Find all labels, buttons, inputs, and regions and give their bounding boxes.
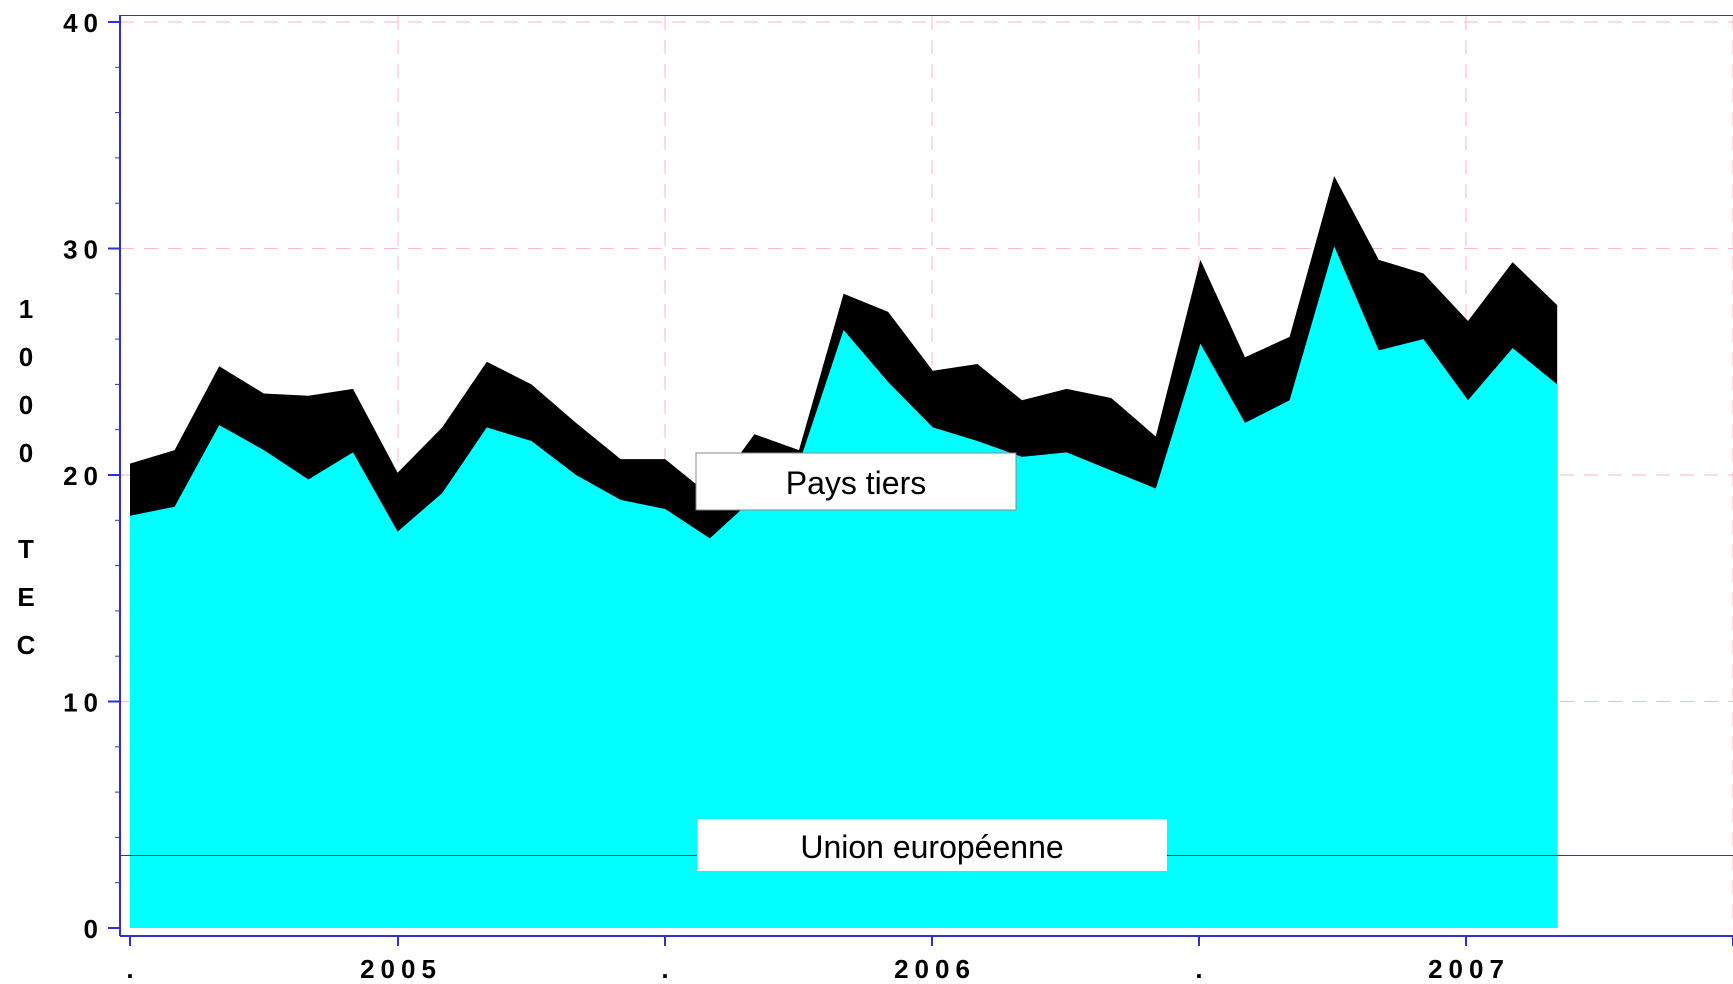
y-tick-label: 20 — [63, 461, 104, 491]
area-layer — [130, 176, 1558, 929]
y-tick-label: 10 — [63, 688, 104, 718]
x-tick-layer: . 2005. 2006. 2007 — [126, 954, 1510, 984]
legend-pays-tiers-label: Pays tiers — [786, 465, 926, 501]
legend-pays-tiers-box — [695, 452, 1017, 511]
legend-pays-tiers: Pays tiers — [695, 452, 1017, 511]
area-union-europeenne — [130, 246, 1558, 929]
x-tick-label: 2007 — [1428, 954, 1510, 984]
y-label-char: 1 — [19, 294, 33, 324]
x-tick-label: . — [661, 954, 674, 984]
y-label-char: 0 — [19, 390, 33, 420]
y-tick-label: 0 — [84, 914, 104, 944]
legend-union-europeenne-label: Union européenne — [800, 829, 1063, 865]
y-label-char: C — [17, 630, 36, 660]
y-tick-layer: 0 10 20 30 40 — [63, 8, 104, 944]
x-tick-label: 2006 — [894, 954, 976, 984]
legend-layer: Pays tiers Union européenne — [695, 452, 1167, 871]
legend-union-europeenne: Union européenne — [697, 819, 1167, 871]
y-label-char: T — [18, 534, 34, 564]
y-label-char: 0 — [19, 342, 33, 372]
x-tick-label: . — [126, 954, 139, 984]
x-tick-label: . — [1195, 954, 1208, 984]
legend-union-europeenne-box — [697, 819, 1167, 871]
y-tick-label: 40 — [63, 8, 104, 38]
y-label-char: E — [17, 582, 34, 612]
y-label-char: 0 — [19, 438, 33, 468]
y-axis-label: 1 0 0 0 TEC — [17, 294, 36, 660]
y-tick-label: 30 — [63, 235, 104, 265]
x-tick-label: 2005 — [360, 954, 442, 984]
